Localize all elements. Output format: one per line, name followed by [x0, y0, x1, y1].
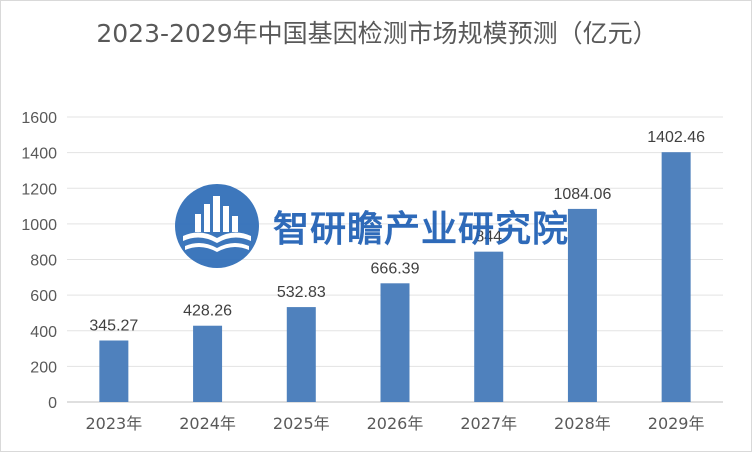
chart-title: 2023-2029年中国基因检测市场规模预测（亿元） — [96, 19, 658, 48]
bar — [567, 208, 597, 402]
x-tick-label: 2025年 — [273, 414, 330, 433]
x-tick-label: 2026年 — [367, 414, 424, 433]
watermark-text: 智研瞻产业研究院 — [273, 209, 570, 250]
y-tick-label: 200 — [30, 359, 57, 376]
bar — [193, 325, 223, 402]
y-tick-label: 1400 — [21, 146, 57, 163]
x-tick-label: 2028年 — [554, 414, 611, 433]
data-label: 1402.46 — [647, 129, 705, 146]
data-label: 532.83 — [277, 284, 326, 301]
y-tick-label: 1200 — [21, 181, 57, 198]
x-tick-label: 2023年 — [85, 414, 142, 433]
x-tick-label: 2027年 — [460, 414, 517, 433]
y-tick-label: 0 — [48, 395, 57, 412]
data-label: 666.39 — [371, 260, 420, 277]
data-label: 844 — [475, 229, 502, 246]
x-tick-label: 2024年 — [179, 414, 236, 433]
y-tick-label: 600 — [30, 288, 57, 305]
building-book-globe-logo — [175, 184, 259, 268]
y-tick-label: 800 — [30, 253, 57, 270]
x-tick-label: 2029年 — [648, 414, 705, 433]
y-tick-label: 400 — [30, 324, 57, 341]
bar — [380, 283, 410, 402]
bar — [286, 307, 316, 402]
y-tick-label: 1600 — [21, 110, 57, 127]
data-label: 1084.06 — [554, 186, 612, 203]
watermark: 智研瞻产业研究院 — [173, 181, 569, 271]
bar — [661, 152, 691, 402]
y-tick-label: 1000 — [21, 217, 57, 234]
data-label: 428.26 — [183, 303, 232, 320]
bar — [99, 340, 129, 402]
data-label: 345.27 — [89, 317, 138, 334]
bar — [474, 251, 504, 402]
